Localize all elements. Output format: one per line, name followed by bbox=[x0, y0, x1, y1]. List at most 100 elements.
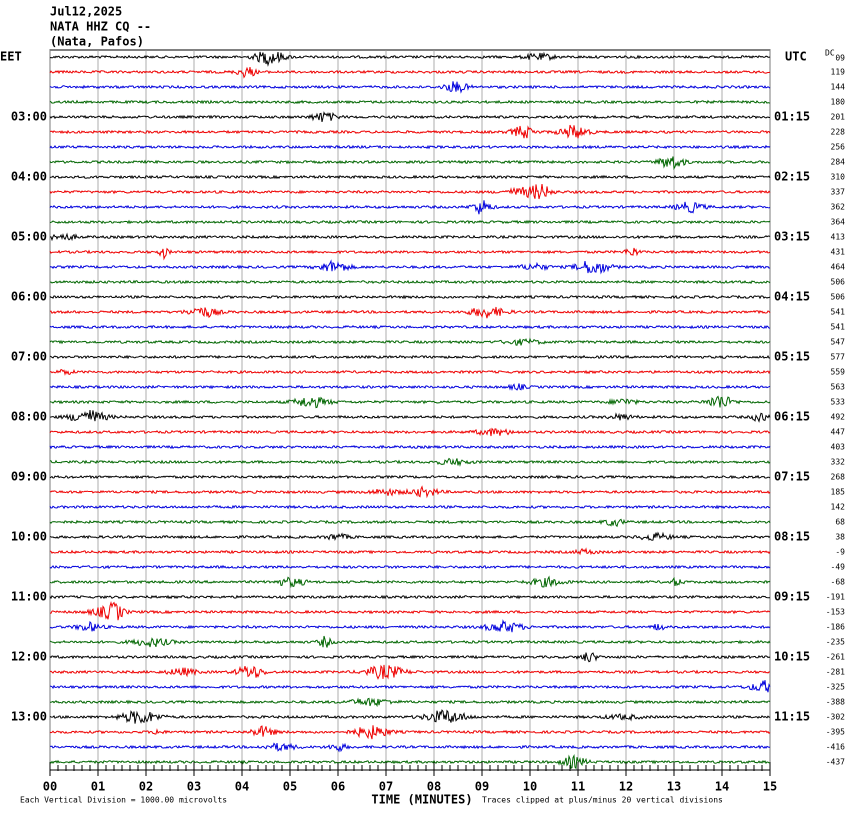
dc-value: 180 bbox=[831, 98, 846, 107]
left-time-label: 07:00 bbox=[11, 350, 47, 364]
x-tick-label: 11 bbox=[571, 780, 585, 794]
dc-value: 413 bbox=[831, 233, 846, 242]
dc-value: -437 bbox=[826, 758, 845, 767]
dc-value: 68 bbox=[835, 518, 845, 527]
dc-value: 256 bbox=[831, 143, 846, 152]
trace bbox=[49, 635, 771, 648]
right-time-label: 03:15 bbox=[774, 230, 810, 244]
right-time-label: 01:15 bbox=[774, 110, 810, 124]
left-time-label: 13:00 bbox=[11, 710, 47, 724]
dc-value: 38 bbox=[835, 533, 845, 542]
dc-value: 547 bbox=[831, 338, 846, 347]
dc-value: -49 bbox=[831, 563, 846, 572]
dc-value: -388 bbox=[826, 698, 845, 707]
dc-value: -153 bbox=[826, 608, 845, 617]
left-time-label: 12:00 bbox=[11, 650, 47, 664]
x-tick-label: 10 bbox=[523, 780, 537, 794]
dc-value: -261 bbox=[826, 653, 845, 662]
left-time-label: 06:00 bbox=[11, 290, 47, 304]
left-time-label: 11:00 bbox=[11, 590, 47, 604]
trace bbox=[49, 504, 771, 510]
trace bbox=[49, 709, 771, 724]
trace bbox=[49, 279, 771, 285]
x-tick-label: 14 bbox=[715, 780, 729, 794]
trace bbox=[50, 232, 771, 242]
dc-value: 310 bbox=[831, 173, 846, 182]
trace bbox=[49, 531, 771, 542]
x-tick-label: 03 bbox=[187, 780, 201, 794]
header-line: (Nata, Pafos) bbox=[50, 35, 144, 49]
x-tick-label: 12 bbox=[619, 780, 633, 794]
trace bbox=[49, 619, 771, 633]
trace bbox=[49, 66, 771, 79]
trace bbox=[49, 124, 771, 139]
trace bbox=[49, 485, 771, 499]
dc-value: 541 bbox=[831, 323, 846, 332]
right-time-label: 10:15 bbox=[774, 650, 810, 664]
right-time-label: 11:15 bbox=[774, 710, 810, 724]
dc-value: 284 bbox=[831, 158, 846, 167]
x-tick-label: 15 bbox=[763, 780, 777, 794]
trace bbox=[49, 383, 771, 392]
right-time-label: 05:15 bbox=[774, 350, 810, 364]
dc-value: 362 bbox=[831, 203, 846, 212]
trace bbox=[49, 444, 771, 450]
trace bbox=[49, 294, 771, 300]
trace bbox=[49, 409, 771, 423]
x-tick-label: 07 bbox=[379, 780, 393, 794]
right-time-label: 04:15 bbox=[774, 290, 810, 304]
dc-value: 492 bbox=[831, 413, 846, 422]
dc-value: 464 bbox=[831, 263, 846, 272]
dc-value: 364 bbox=[831, 218, 846, 227]
trace bbox=[49, 99, 771, 105]
dc-value: 185 bbox=[831, 488, 846, 497]
trace bbox=[49, 564, 771, 570]
right-time-label: 09:15 bbox=[774, 590, 810, 604]
dc-value: 119 bbox=[831, 68, 846, 77]
right-time-label: 02:15 bbox=[774, 170, 810, 184]
right-time-label: 06:15 bbox=[774, 410, 810, 424]
trace bbox=[49, 725, 771, 740]
dc-value: -302 bbox=[826, 713, 845, 722]
clip-note: Traces clipped at plus/minus 20 vertical… bbox=[482, 796, 723, 805]
left-time-label: 08:00 bbox=[11, 410, 47, 424]
dc-value: -191 bbox=[826, 593, 845, 602]
left-time-label: 03:00 bbox=[11, 110, 47, 124]
trace bbox=[49, 427, 771, 437]
header-line: NATA HHZ CQ -- bbox=[50, 20, 151, 34]
trace bbox=[49, 111, 770, 123]
dc-value: 559 bbox=[831, 368, 846, 377]
dc-value: 142 bbox=[831, 503, 846, 512]
trace bbox=[49, 306, 771, 319]
dc-value: 577 bbox=[831, 353, 846, 362]
header-line: Jul12,2025 bbox=[50, 5, 122, 19]
trace bbox=[49, 184, 771, 200]
left-axis-title: EET bbox=[0, 50, 22, 64]
dc-value: 332 bbox=[831, 458, 846, 467]
trace bbox=[49, 259, 771, 275]
dc-value: 144 bbox=[831, 83, 846, 92]
left-time-label: 10:00 bbox=[11, 530, 47, 544]
trace bbox=[49, 368, 771, 376]
dc-value: -395 bbox=[826, 728, 845, 737]
trace bbox=[49, 156, 771, 171]
x-tick-label: 08 bbox=[427, 780, 441, 794]
dc-value: 506 bbox=[831, 293, 846, 302]
x-tick-label: 00 bbox=[43, 780, 57, 794]
trace bbox=[50, 697, 771, 708]
trace bbox=[49, 753, 771, 770]
dc-value: -325 bbox=[826, 683, 845, 692]
trace bbox=[49, 457, 771, 467]
trace bbox=[49, 474, 771, 480]
x-tick-label: 05 bbox=[283, 780, 297, 794]
dc-value: 268 bbox=[831, 473, 846, 482]
trace bbox=[49, 337, 771, 346]
dc-value: 403 bbox=[831, 443, 846, 452]
trace bbox=[49, 219, 771, 225]
dc-value: 228 bbox=[831, 128, 846, 137]
trace bbox=[49, 594, 770, 600]
right-time-label: 08:15 bbox=[774, 530, 810, 544]
x-tick-label: 04 bbox=[235, 780, 249, 794]
dc-value: -68 bbox=[831, 578, 846, 587]
